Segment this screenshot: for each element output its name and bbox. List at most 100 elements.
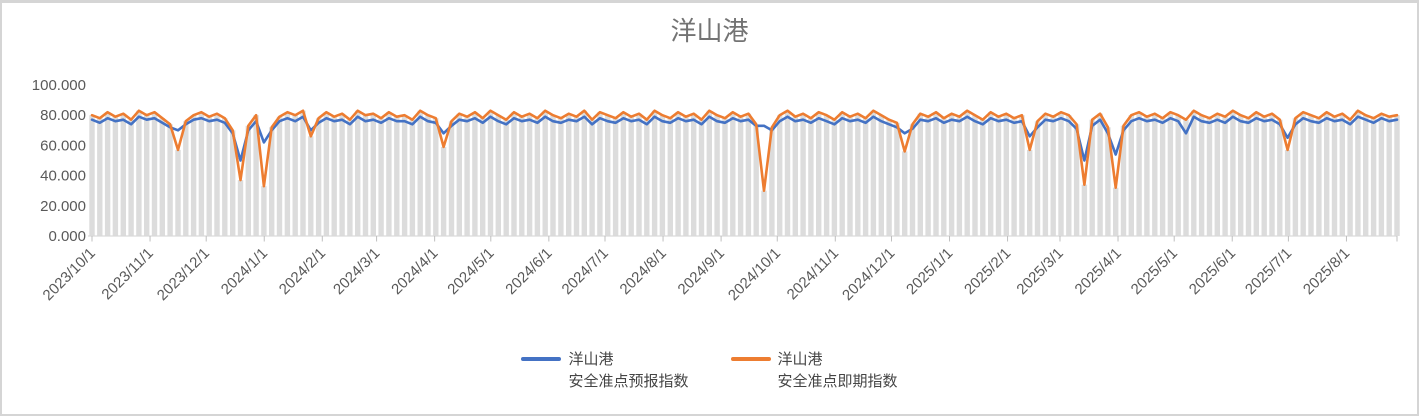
- bar: [1113, 187, 1119, 236]
- bar: [253, 115, 259, 236]
- bar: [104, 112, 111, 236]
- bar: [862, 118, 869, 236]
- bar: [1159, 118, 1166, 236]
- bar: [1394, 115, 1400, 236]
- spot-line-swatch: [730, 357, 771, 361]
- bar: [558, 118, 564, 236]
- bar: [878, 115, 884, 236]
- bar: [112, 116, 119, 236]
- bar: [870, 110, 877, 236]
- bar: [909, 124, 916, 236]
- y-tick-label: 20.000: [40, 198, 86, 215]
- x-tick-label: 2024/12/1: [839, 245, 898, 304]
- bar: [683, 116, 689, 236]
- bar: [1324, 112, 1330, 236]
- bar: [417, 110, 423, 236]
- bar: [487, 110, 494, 236]
- bar: [730, 112, 736, 236]
- bar: [448, 121, 455, 236]
- legend-item-forecast: 洋山港 安全准点预报指数: [521, 349, 689, 393]
- bar: [988, 112, 994, 236]
- bar: [151, 112, 158, 236]
- bar: [370, 113, 376, 236]
- bar: [276, 116, 283, 236]
- bar: [761, 190, 767, 236]
- bar: [472, 112, 478, 236]
- bar: [800, 113, 806, 236]
- bar: [1042, 113, 1049, 236]
- bar: [1222, 116, 1228, 236]
- bar: [1152, 113, 1158, 236]
- bar: [917, 113, 923, 236]
- bar: [620, 112, 627, 236]
- legend-item-spot: 洋山港 安全准点即期指数: [730, 349, 898, 393]
- bar: [628, 116, 634, 236]
- bar: [1300, 112, 1306, 236]
- bar: [1073, 124, 1080, 236]
- bar: [792, 116, 798, 236]
- spot-line: [90, 109, 1399, 192]
- bar: [714, 115, 720, 236]
- bar: [1261, 116, 1267, 236]
- x-tick-label: 2023/12/1: [154, 245, 213, 304]
- bar: [1097, 113, 1103, 236]
- x-tick-label: 2024/7/1: [559, 245, 612, 298]
- bar: [355, 110, 361, 236]
- bar: [206, 116, 212, 236]
- bar: [698, 119, 705, 236]
- bar: [511, 112, 517, 236]
- bar: [1347, 119, 1353, 236]
- forecast-line-swatch: [521, 357, 562, 361]
- bar: [1175, 115, 1181, 236]
- bar: [777, 115, 783, 236]
- bar: [542, 110, 548, 236]
- bar: [1206, 118, 1213, 236]
- bar: [1128, 115, 1134, 236]
- bar: [120, 113, 126, 236]
- bar: [519, 116, 525, 236]
- bar: [1066, 115, 1072, 236]
- bar: [245, 125, 251, 236]
- bar: [964, 110, 970, 236]
- bar: [1308, 115, 1314, 236]
- x-tick-label: 2024/1/1: [218, 245, 271, 298]
- bar: [636, 113, 642, 236]
- bar: [300, 110, 306, 236]
- bar: [97, 118, 103, 236]
- x-tick-label: 2024/2/1: [276, 245, 329, 298]
- chart-legend: 洋山港 安全准点预报指数 洋山港 安全准点即期指数: [2, 349, 1417, 393]
- bar: [745, 113, 752, 236]
- x-tick-label: 2024/6/1: [502, 245, 555, 298]
- bar: [480, 118, 486, 236]
- x-tick-label: 2024/8/1: [617, 245, 670, 298]
- bar: [605, 115, 611, 236]
- bar: [386, 112, 392, 236]
- x-tick-label: 2025/6/1: [1186, 245, 1239, 298]
- bar: [1105, 127, 1111, 236]
- x-tick-label: 2024/9/1: [675, 245, 728, 298]
- bar: [1339, 113, 1345, 236]
- bar: [550, 115, 556, 236]
- x-tick-label: 2025/7/1: [1242, 245, 1295, 298]
- x-tick-label: 2023/11/1: [98, 245, 156, 303]
- bar: [1198, 115, 1205, 236]
- bar: [1230, 110, 1236, 236]
- bar: [237, 180, 244, 236]
- bar: [284, 112, 291, 236]
- bar: [222, 118, 228, 236]
- bar: [1003, 113, 1009, 236]
- bar: [948, 113, 955, 236]
- bar: [261, 186, 267, 236]
- bar: [1081, 184, 1088, 236]
- bar: [308, 136, 314, 236]
- bar: [675, 112, 681, 236]
- bar: [1378, 113, 1385, 236]
- bar: [1316, 118, 1322, 236]
- chart-title: 洋山港: [670, 16, 749, 46]
- bar: [1355, 110, 1361, 236]
- bar: [737, 116, 744, 236]
- bar: [1027, 149, 1033, 236]
- bar: [995, 116, 1002, 236]
- x-tick-label: 2025/4/1: [1072, 245, 1125, 298]
